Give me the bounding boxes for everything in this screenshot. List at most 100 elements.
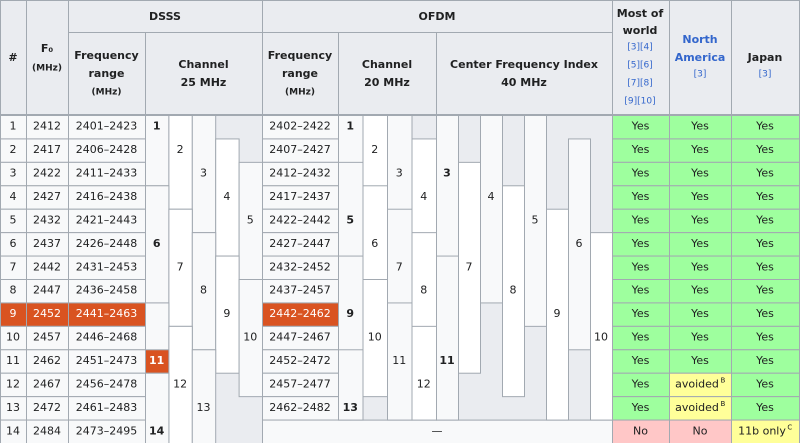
header: 25 MHz (181, 76, 227, 89)
channel-block (546, 208, 569, 421)
channel-label: 3 (443, 167, 451, 180)
cell-text: 2451–2473 (76, 354, 138, 367)
reference-link[interactable]: [3] (759, 70, 772, 80)
status-text: Yes (631, 354, 650, 367)
header: range (88, 67, 124, 80)
header: (MHz) (285, 88, 315, 98)
cell-text: 2401–2423 (76, 120, 138, 133)
channel-label: 7 (177, 260, 184, 273)
status-text: Yes (690, 307, 709, 320)
channel-label: 11 (439, 354, 454, 367)
channel-label: 10 (368, 331, 382, 344)
channel-label: 7 (466, 260, 473, 273)
status-text: Yes (631, 120, 650, 133)
cell-text: 10 (6, 331, 20, 344)
cell-text: 2447–2467 (269, 331, 331, 344)
cell (145, 32, 263, 115)
status-text: Yes (690, 167, 709, 180)
channel-block (387, 302, 413, 421)
channel-block (436, 115, 459, 280)
channel-block (411, 325, 437, 421)
status-text: Yes (631, 167, 650, 180)
cell-text: 8 (10, 284, 17, 297)
header: DSSS (149, 10, 181, 23)
cell-text: 2452 (33, 307, 61, 320)
cell-text: 2462 (33, 354, 61, 367)
channel-label: 8 (420, 284, 427, 297)
channel-label: 12 (417, 377, 431, 390)
channel-label: 6 (153, 237, 161, 250)
channel-label: 14 (149, 424, 165, 437)
reference-link[interactable]: [3] (694, 70, 707, 80)
cell-text: 9 (10, 307, 17, 320)
channel-label: 5 (346, 213, 354, 226)
channel-label: 8 (200, 284, 207, 297)
header: range (282, 67, 318, 80)
cell-text: 2472 (33, 401, 61, 414)
status-text: Yes (755, 401, 774, 414)
cell-text: 2442–2462 (269, 307, 331, 320)
channel-label: 1 (153, 120, 161, 133)
cell (338, 32, 437, 115)
cell-text: 12 (6, 377, 20, 390)
cell-text: 2452–2472 (269, 354, 331, 367)
cell-text: 2406–2428 (76, 143, 138, 156)
cell-text: 2446–2468 (76, 331, 138, 344)
cell-text: 2456–2478 (76, 377, 138, 390)
channel-label: 4 (420, 190, 427, 203)
channel-label: 1 (346, 120, 354, 133)
cell-text: 2462–2482 (269, 401, 331, 414)
status-text: Yes (690, 354, 709, 367)
status-text: Yes (631, 331, 650, 344)
cell-text: 2407–2427 (269, 143, 331, 156)
cell-text: 13 (6, 401, 20, 414)
header: # (8, 51, 17, 64)
channel-block (191, 349, 217, 443)
channel-label: 13 (343, 401, 358, 414)
channel-block (145, 372, 170, 443)
status-text: Yes (755, 284, 774, 297)
header-link[interactable]: America (675, 51, 726, 64)
status-text: Yes (631, 190, 650, 203)
status-text: No (693, 424, 708, 437)
cell-text: 14 (6, 424, 20, 437)
cell-text: 2417–2437 (269, 190, 331, 203)
reference-link[interactable]: [9][10] (624, 97, 655, 107)
cell-text: 2437 (33, 237, 61, 250)
cell-text: 1 (10, 120, 17, 133)
cell-text: 2 (10, 143, 17, 156)
cell-text: 2457 (33, 331, 61, 344)
header-link[interactable]: North (682, 33, 717, 46)
channel-block (238, 279, 264, 398)
channel-label: 11 (149, 354, 164, 367)
cell-text: 6 (10, 237, 17, 250)
status-text: Yes (690, 213, 709, 226)
reference-link[interactable]: [5][6] (627, 61, 653, 71)
channel-label: 4 (223, 190, 230, 203)
header: F₀ (41, 42, 54, 55)
status-text: No (633, 424, 648, 437)
cell-text: 2417 (33, 143, 61, 156)
cell-text: 2402–2422 (269, 120, 331, 133)
cell (262, 32, 339, 115)
cell (731, 0, 800, 115)
status-text: Yes (755, 143, 774, 156)
channel-label: 6 (576, 237, 583, 250)
reference-link[interactable]: [7][8] (627, 79, 653, 89)
status-text: Yes (690, 120, 709, 133)
cell-text: 2431–2453 (76, 260, 138, 273)
cell-text: 2432–2452 (269, 260, 331, 273)
status-text: Yes (631, 401, 650, 414)
status-text: Yes (755, 260, 774, 273)
status-text: Yes (631, 260, 650, 273)
footnote: B (720, 400, 725, 408)
footnote: B (720, 376, 725, 384)
reference-link[interactable]: [3][4] (627, 43, 653, 53)
cell-text: 2484 (33, 424, 61, 437)
channel-label: 5 (247, 213, 254, 226)
cell-text: — (432, 424, 443, 437)
cell-text: 2412 (33, 120, 61, 133)
channel-block (480, 115, 503, 304)
cell-text: 11 (6, 354, 20, 367)
channel-label: 2 (371, 143, 378, 156)
